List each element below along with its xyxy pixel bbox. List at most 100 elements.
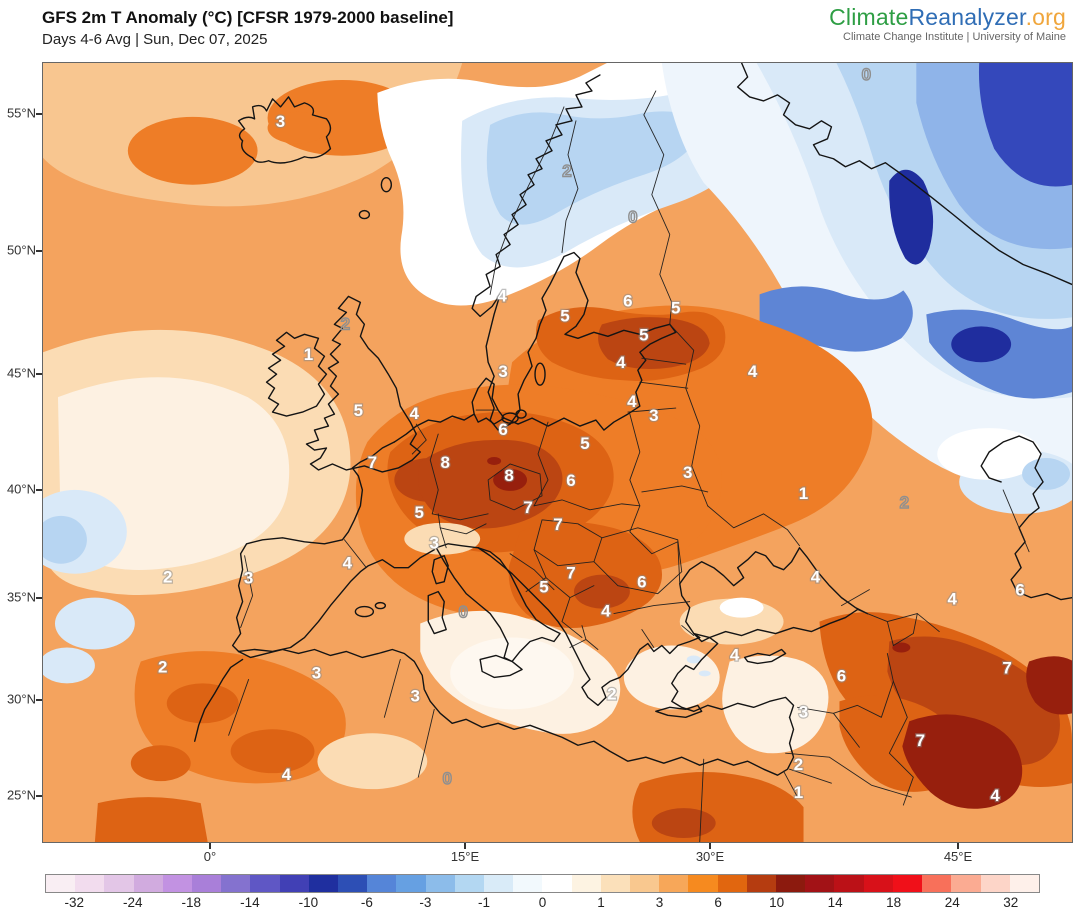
border-layer — [228, 90, 1030, 842]
anomaly-value-5: 5 — [415, 503, 424, 522]
sardinia-coast — [427, 590, 447, 635]
iceland-coast — [237, 96, 332, 164]
colorbar-segment-4 — [162, 875, 193, 892]
colorbar-segment-33 — [1009, 875, 1039, 892]
sicily-coast — [479, 654, 523, 679]
brand-part-reanalyzer: Reanalyzer — [908, 4, 1026, 30]
anomaly-value-7: 7 — [368, 453, 377, 472]
anomaly-value-4: 4 — [627, 392, 637, 411]
colorbar-segment-25 — [776, 875, 806, 892]
colorbar-segment-29 — [892, 875, 923, 892]
anomaly-value-1: 1 — [794, 783, 803, 802]
brand-tagline: Climate Change Institute | University of… — [843, 31, 1066, 43]
italy-coast — [435, 543, 561, 663]
lat-tickmark — [36, 699, 42, 701]
anomaly-value-3: 3 — [430, 534, 439, 553]
anomaly-value-2: 2 — [607, 684, 616, 703]
colorbar-segment-8 — [279, 875, 309, 892]
colorbar-segment-27 — [834, 875, 864, 892]
anomaly-value-6: 6 — [498, 420, 507, 439]
colorbar-segment-2 — [104, 875, 134, 892]
anomaly-value-7: 7 — [566, 564, 575, 583]
colorbar-tick-24: 24 — [944, 895, 960, 910]
anomaly-value-4: 4 — [282, 765, 292, 784]
lat-tick-label-40°N: 40°N — [6, 481, 36, 497]
anomaly-value-6: 6 — [637, 573, 646, 592]
anomaly-value-0: 0 — [628, 208, 637, 227]
anomaly-value-4: 4 — [343, 554, 353, 573]
anomaly-value-2: 2 — [562, 162, 571, 181]
lat-tick-label-25°N: 25°N — [6, 787, 36, 803]
colorbar-tick-1: 1 — [597, 895, 605, 910]
colorbar — [45, 874, 1040, 893]
lat-tickmark — [36, 373, 42, 375]
anomaly-value-5: 5 — [671, 298, 680, 317]
anomaly-value-3: 3 — [649, 406, 658, 425]
map-subtitle: Days 4-6 Avg | Sun, Dec 07, 2025 — [42, 31, 268, 48]
anomaly-value-1: 1 — [799, 484, 808, 503]
gotland-island — [534, 362, 546, 386]
anomaly-value-4: 4 — [948, 590, 958, 609]
baltic-south-coast — [393, 323, 677, 443]
anomaly-value-0: 0 — [458, 603, 467, 622]
lat-tickmark — [36, 113, 42, 115]
anomaly-value-4: 4 — [616, 353, 626, 372]
anomaly-value-3: 3 — [244, 569, 253, 588]
colorbar-segment-31 — [951, 875, 981, 892]
corsica-coast — [431, 555, 449, 585]
colorbar-tick--10: -10 — [298, 895, 319, 910]
black-sea-south-coast — [693, 608, 859, 639]
anomaly-value-2: 2 — [794, 755, 803, 774]
colorbar-tick-10: 10 — [769, 895, 785, 910]
anomaly-value-4: 4 — [990, 786, 1000, 805]
anomaly-value-2: 2 — [163, 568, 172, 587]
colorbar-segment-10 — [338, 875, 368, 892]
lat-tickmark — [36, 250, 42, 252]
colorbar-tick-32: 32 — [1003, 895, 1019, 910]
lat-tick-label-50°N: 50°N — [6, 242, 36, 258]
climate-reanalyzer-logo[interactable]: ClimateReanalyzer.org — [829, 4, 1066, 31]
mallorca-island — [354, 605, 375, 618]
colorbar-segment-23 — [717, 875, 747, 892]
orkney-island — [358, 209, 371, 220]
lon-tickmark — [709, 843, 711, 849]
anomaly-value-2: 2 — [341, 314, 350, 333]
anomaly-value-8: 8 — [440, 453, 449, 472]
colorbar-segment-15 — [484, 875, 514, 892]
levant-africa-coast — [237, 648, 795, 776]
anomaly-value-8: 8 — [504, 466, 513, 485]
anomaly-value-4: 4 — [811, 568, 821, 587]
turkey-west-south-coast — [671, 632, 795, 719]
colorbar-tick--1: -1 — [477, 895, 490, 910]
lat-tickmark — [36, 489, 42, 491]
anomaly-value-0: 0 — [862, 65, 871, 84]
colorbar-segment-3 — [133, 875, 163, 892]
colorbar-tick-0: 0 — [538, 895, 547, 910]
colorbar-segment-1 — [75, 875, 105, 892]
great-britain-coast — [305, 295, 421, 473]
colorbar-segment-17 — [542, 875, 572, 892]
anomaly-value-3: 3 — [411, 686, 420, 705]
anomaly-value-4: 4 — [748, 362, 758, 381]
anomaly-value-6: 6 — [623, 291, 632, 310]
anomaly-value-3: 3 — [498, 362, 507, 381]
west-europe-coast — [231, 441, 396, 653]
colorbar-tick-14: 14 — [827, 895, 843, 910]
anomaly-value-3: 3 — [276, 112, 285, 131]
lon-tickmark — [464, 843, 466, 849]
shading-layer — [43, 63, 1072, 842]
lat-tick-label-35°N: 35°N — [6, 589, 36, 605]
adriatic-balkan-coast — [477, 547, 701, 707]
colorbar-tick--24: -24 — [123, 895, 143, 910]
anomaly-value-3: 3 — [683, 463, 692, 482]
colorbar-tick--14: -14 — [240, 895, 260, 910]
anomaly-value-3: 3 — [312, 663, 321, 682]
anomaly-value-2: 2 — [158, 657, 167, 676]
lon-tick-label-45°E: 45°E — [943, 849, 973, 864]
colorbar-tick--32: -32 — [64, 895, 85, 910]
colorbar-segment-11 — [367, 875, 397, 892]
